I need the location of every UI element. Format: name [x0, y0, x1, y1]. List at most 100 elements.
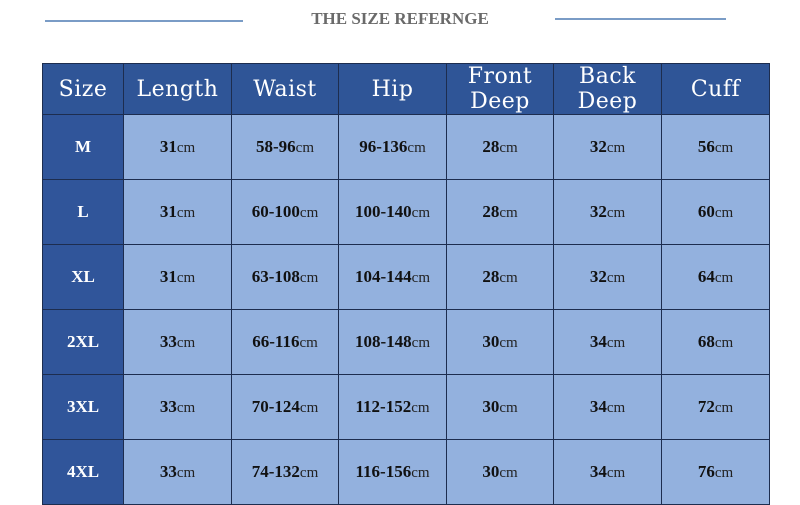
header-cell: Front Deep [446, 63, 554, 115]
unit: cm [411, 400, 430, 416]
value-cell: 100-140cm [338, 179, 447, 245]
measure: 30 [482, 397, 500, 416]
unit: cm [714, 335, 734, 351]
measure: 76 [697, 462, 715, 481]
value-cell: 76cm [661, 439, 770, 505]
measure: 33 [159, 397, 177, 416]
size-cell: L [42, 179, 124, 245]
size-table: Size Length Waist Hip Front Deep Back Deep Cuf… [42, 63, 770, 505]
size-cell: XL [42, 244, 124, 310]
measure: 28 [482, 137, 500, 156]
unit: cm [714, 205, 734, 221]
value-cell: 66-116cm [231, 309, 339, 375]
measure: 112-152 [355, 397, 412, 416]
unit: cm [411, 270, 430, 286]
value-cell: 70-124cm [231, 374, 339, 440]
unit: cm [176, 205, 196, 221]
value-cell: 32cm [553, 114, 662, 180]
value-cell: 60-100cm [231, 179, 339, 245]
value-cell: 30cm [446, 309, 554, 375]
measure: 96-136 [359, 137, 408, 156]
value-cell: 34cm [553, 309, 662, 375]
value-cell: 33cm [123, 374, 232, 440]
unit: cm [295, 140, 314, 156]
unit: cm [176, 335, 196, 351]
size-cell: 3XL [42, 374, 124, 440]
value-cell: 31cm [123, 179, 232, 245]
measure: 30 [482, 462, 500, 481]
measure: 33 [159, 332, 177, 351]
unit: cm [407, 140, 426, 156]
measure: 32 [589, 267, 607, 286]
measure: 31 [159, 137, 177, 156]
unit: cm [299, 400, 319, 416]
unit: cm [606, 140, 626, 156]
measure: 28 [482, 267, 500, 286]
unit: cm [499, 400, 518, 416]
unit: cm [299, 270, 319, 286]
size-cell: 2XL [42, 309, 124, 375]
measure: 31 [159, 202, 177, 221]
title: THE SIZE REFERNGE [311, 9, 489, 28]
value-cell: 68cm [661, 309, 770, 375]
value-cell: 34cm [553, 439, 662, 505]
value-cell: 58-96cm [231, 114, 339, 180]
value-cell: 30cm [446, 439, 554, 505]
unit: cm [499, 205, 518, 221]
unit: cm [299, 335, 318, 351]
value-cell: 32cm [553, 179, 662, 245]
measure: 70-124 [251, 397, 300, 416]
unit: cm [176, 465, 196, 481]
value-cell: 63-108cm [231, 244, 339, 310]
measure: 72 [697, 397, 715, 416]
title-rule [45, 20, 243, 22]
measure: 32 [589, 202, 607, 221]
table-row: 4XL 33cm 74-132cm 116-156cm 30cm 34cm 76cm [42, 439, 770, 505]
value-cell: 108-148cm [338, 309, 447, 375]
measure: 74-132 [251, 462, 300, 481]
value-cell: 104-144cm [338, 244, 447, 310]
measure: 68 [697, 332, 715, 351]
measure: 34 [589, 462, 607, 481]
unit: cm [606, 335, 626, 351]
unit: cm [499, 270, 518, 286]
table-row: XL 31cm 63-108cm 104-144cm 28cm 32cm 64cm [42, 244, 770, 310]
table-row: M 31cm 58-96cm 96-136cm 28cm 32cm 56cm [42, 114, 770, 180]
header-cell: Size [42, 63, 124, 115]
value-cell: 116-156cm [338, 439, 447, 505]
value-cell: 28cm [446, 114, 554, 180]
unit: cm [499, 335, 518, 351]
table-row: L 31cm 60-100cm 100-140cm 28cm 32cm 60cm [42, 179, 770, 245]
measure: 60-100 [251, 202, 300, 221]
measure: 56 [697, 137, 715, 156]
unit: cm [606, 205, 626, 221]
unit: cm [606, 270, 626, 286]
header-cell: Waist [231, 63, 339, 115]
measure: 116-156 [355, 462, 412, 481]
measure: 32 [589, 137, 607, 156]
unit: cm [176, 140, 196, 156]
measure: 31 [159, 267, 177, 286]
measure: 60 [697, 202, 715, 221]
measure: 28 [482, 202, 500, 221]
value-cell: 60cm [661, 179, 770, 245]
measure: 30 [482, 332, 500, 351]
measure: 34 [589, 397, 607, 416]
unit: cm [714, 270, 734, 286]
header-cell: Hip [338, 63, 447, 115]
measure: 63-108 [251, 267, 300, 286]
unit: cm [299, 465, 319, 481]
value-cell: 64cm [661, 244, 770, 310]
unit: cm [714, 465, 734, 481]
measure: 34 [589, 332, 607, 351]
table-row: 2XL 33cm 66-116cm 108-148cm 30cm 34cm 68cm [42, 309, 770, 375]
value-cell: 30cm [446, 374, 554, 440]
value-cell: 56cm [661, 114, 770, 180]
measure: 66-116 [252, 332, 300, 351]
table-row: 3XL 33cm 70-124cm 112-152cm 30cm 34cm 72cm [42, 374, 770, 440]
measure: 58-96 [256, 137, 296, 156]
unit: cm [411, 465, 430, 481]
size-cell: 4XL [42, 439, 124, 505]
header-cell: Back Deep [553, 63, 662, 115]
value-cell: 28cm [446, 244, 554, 310]
